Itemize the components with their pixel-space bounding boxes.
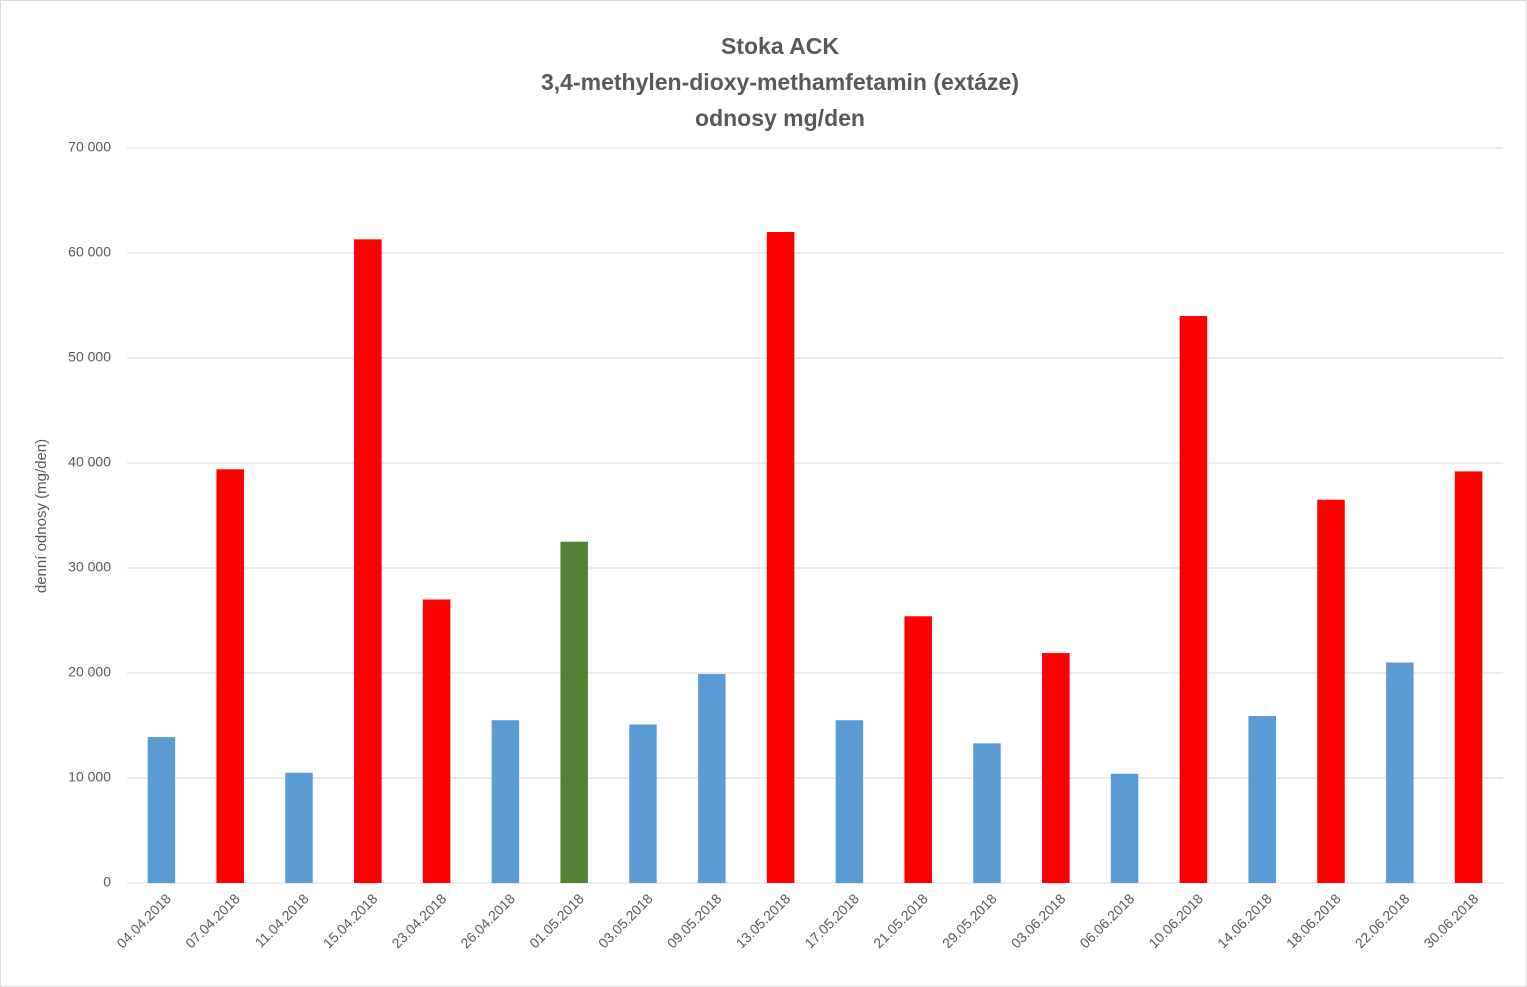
bar xyxy=(1042,653,1070,883)
chart-title: 3,4-methylen-dioxy-methamfetamin (extáze… xyxy=(541,69,1019,95)
y-tick-label: 20 000 xyxy=(68,664,111,680)
y-axis-label: denní odnosy (mg/den) xyxy=(33,439,50,593)
y-tick-label: 60 000 xyxy=(68,244,111,260)
chart-title: odnosy mg/den xyxy=(695,105,865,131)
y-tick-label: 40 000 xyxy=(68,454,111,470)
y-tick-label: 70 000 xyxy=(68,139,111,155)
bar xyxy=(216,469,244,883)
bar xyxy=(835,720,864,883)
bar xyxy=(1248,716,1276,883)
bar xyxy=(698,674,726,883)
bar xyxy=(560,541,588,883)
y-tick-label: 10 000 xyxy=(68,769,111,785)
bar xyxy=(285,772,313,883)
bar xyxy=(491,720,520,883)
bar xyxy=(766,232,795,883)
bar xyxy=(1179,316,1208,883)
bar xyxy=(147,737,176,883)
chart-title: Stoka ACK xyxy=(721,33,839,59)
bar xyxy=(973,743,1001,883)
bar xyxy=(1454,471,1483,883)
y-tick-label: 30 000 xyxy=(68,559,111,575)
y-tick-label: 50 000 xyxy=(68,349,111,365)
bar xyxy=(904,616,932,883)
bar xyxy=(422,599,451,883)
bar xyxy=(629,724,657,883)
bar xyxy=(1317,499,1345,883)
bar xyxy=(354,239,382,884)
bar xyxy=(1110,773,1139,883)
bar xyxy=(1386,662,1414,883)
y-tick-label: 0 xyxy=(103,874,111,890)
